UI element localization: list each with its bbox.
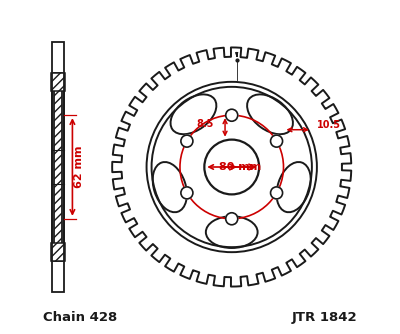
Circle shape — [270, 135, 282, 147]
Text: 8.5: 8.5 — [196, 119, 213, 129]
Circle shape — [181, 187, 193, 199]
Circle shape — [270, 187, 282, 199]
Bar — [51, 73, 65, 91]
Bar — [54, 73, 62, 261]
Text: 10.5: 10.5 — [317, 120, 341, 130]
Circle shape — [181, 135, 193, 147]
Bar — [52, 42, 64, 292]
Bar — [52, 87, 64, 247]
Circle shape — [226, 213, 238, 225]
Circle shape — [109, 44, 355, 290]
Bar — [51, 243, 65, 261]
Circle shape — [146, 82, 317, 252]
Text: JTR 1842: JTR 1842 — [291, 311, 357, 324]
Text: Chain 428: Chain 428 — [43, 311, 117, 324]
Circle shape — [204, 140, 259, 194]
Text: 62 mm: 62 mm — [74, 146, 84, 188]
Circle shape — [226, 109, 238, 121]
Text: 80 mm: 80 mm — [219, 162, 261, 172]
